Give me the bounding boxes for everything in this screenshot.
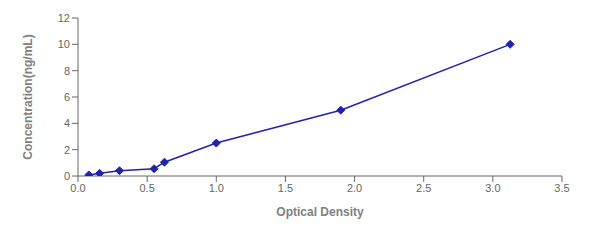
svg-text:3.5: 3.5 xyxy=(554,182,569,194)
svg-text:Concentration(ng/mL): Concentration(ng/mL) xyxy=(21,34,35,159)
svg-text:Optical Density: Optical Density xyxy=(276,205,364,219)
svg-text:4: 4 xyxy=(64,117,70,129)
svg-text:2.5: 2.5 xyxy=(416,182,431,194)
svg-text:2.0: 2.0 xyxy=(347,182,362,194)
svg-text:10: 10 xyxy=(58,38,70,50)
svg-text:8: 8 xyxy=(64,65,70,77)
svg-text:6: 6 xyxy=(64,91,70,103)
svg-text:3.0: 3.0 xyxy=(485,182,500,194)
svg-text:2: 2 xyxy=(64,144,70,156)
svg-text:1.5: 1.5 xyxy=(278,182,293,194)
svg-text:0.5: 0.5 xyxy=(139,182,154,194)
svg-text:0.0: 0.0 xyxy=(70,182,85,194)
svg-text:12: 12 xyxy=(58,12,70,24)
svg-text:0: 0 xyxy=(64,170,70,182)
svg-text:1.0: 1.0 xyxy=(209,182,224,194)
